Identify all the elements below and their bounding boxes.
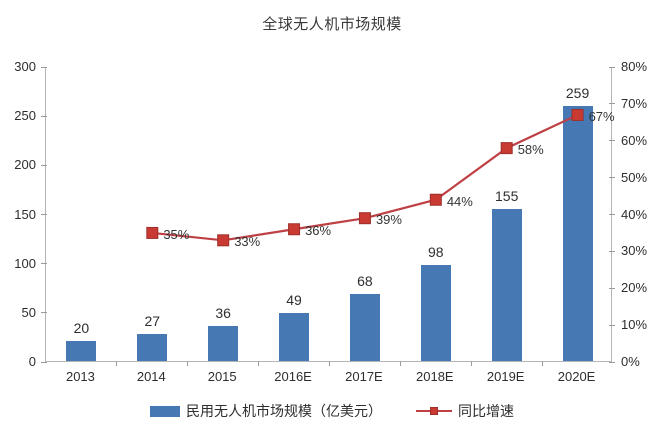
y-axis-right-tick-label: 70% [621, 95, 648, 111]
plot-area: 20 27 36 49 68 98 155 259 35% 33% 36% 39% 44% 58% 67% [41, 66, 615, 366]
y-axis-left-tick-label: 200 [14, 157, 36, 173]
y-axis-left-tick-label: 100 [14, 255, 36, 271]
bar [349, 294, 380, 361]
x-axis-tick-label: 2018E [416, 369, 454, 384]
y-axis-left-tick-label: 0 [28, 354, 36, 369]
y-axis-right-tick [609, 177, 615, 179]
growth-point-marker [500, 142, 513, 155]
legend-item-line: 同比增速 [416, 401, 514, 421]
y-axis-right-tick [609, 66, 615, 68]
legend-line-marker [430, 407, 438, 415]
y-axis-right-tick-label: 0% [621, 354, 640, 369]
legend-bar-swatch [150, 405, 180, 417]
y-axis-right-tick [609, 361, 615, 363]
x-axis-tick [329, 361, 330, 366]
bar [491, 208, 522, 361]
growth-point-marker [288, 223, 301, 236]
y-axis-left-tick [41, 263, 47, 265]
y-axis-right-tick-label: 80% [621, 59, 648, 74]
x-axis-tick [187, 361, 189, 366]
y-axis-right-tick [609, 103, 615, 105]
legend-line-label: 同比增速 [458, 403, 514, 419]
x-axis-tick-label: 2014 [136, 369, 166, 384]
y-axis-right-tick-label: 10% [621, 317, 648, 333]
bar-value-label: 98 [428, 243, 444, 260]
y-axis-left-tick-label: 150 [14, 206, 36, 222]
y-axis-left-tick [41, 66, 47, 68]
y-axis-left-tick [41, 164, 47, 166]
y-axis-left-tick [41, 361, 47, 363]
bar [279, 312, 310, 361]
y-axis-right-tick-label: 50% [621, 169, 648, 185]
legend-line-swatch [416, 405, 452, 417]
y-axis-right-tick-label: 30% [621, 243, 648, 259]
y-axis-right-tick [609, 214, 615, 215]
legend-bar-label: 民用无人机市场规模（亿美元） [186, 403, 382, 419]
x-axis-tick [399, 361, 401, 366]
chart-title: 全球无人机市场规模 [262, 16, 402, 33]
y-axis-right-tick-label: 60% [621, 132, 648, 148]
y-axis-right-tick-label: 40% [621, 206, 648, 222]
bar-value-label: 49 [286, 291, 302, 308]
x-axis-tick-label: 2013 [65, 369, 95, 384]
x-axis-tick-label: 2016E [274, 369, 312, 384]
growth-point-marker [146, 226, 159, 239]
bar [562, 106, 593, 361]
x-axis-tick [470, 361, 472, 366]
growth-point-marker [358, 212, 371, 225]
y-axis-left-tick-label: 50 [21, 304, 36, 320]
y-axis-left-tick [41, 115, 47, 117]
bar [208, 325, 239, 361]
growth-point-marker [217, 234, 230, 247]
y-axis-right-tick [609, 140, 615, 142]
growth-point-marker [429, 193, 442, 206]
bar [420, 264, 451, 361]
x-axis-tick-label: 2019E [486, 369, 525, 384]
x-axis-tick [541, 361, 543, 366]
x-axis-tick [116, 361, 118, 366]
growth-point-label: 39% [375, 212, 402, 228]
y-axis-left-tick-label: 300 [14, 59, 36, 74]
growth-point-label: 58% [517, 142, 544, 158]
bar [137, 334, 168, 361]
y-axis-left-tick [41, 312, 47, 314]
legend: 民用无人机市场规模（亿美元） 同比增速 [0, 401, 664, 421]
growth-point-label: 35% [163, 226, 190, 242]
y-axis-left-tick-label: 250 [14, 108, 36, 124]
growth-point-label: 36% [305, 223, 332, 239]
bar-value-label: 259 [565, 85, 590, 102]
bar-value-label: 155 [495, 187, 519, 204]
bar-value-label: 27 [144, 313, 161, 330]
growth-point-label: 44% [446, 193, 473, 209]
x-axis-tick-label: 2015 [207, 369, 237, 384]
growth-point-label: 33% [234, 234, 261, 250]
bar-value-label: 68 [357, 273, 373, 290]
bar-value-label: 36 [215, 304, 231, 321]
legend-item-bar: 民用无人机市场规模（亿美元） [150, 401, 382, 421]
y-axis-right-tick-label: 20% [621, 280, 648, 296]
x-axis-tick [258, 361, 260, 366]
bar [66, 341, 97, 361]
growth-point-label: 67% [588, 108, 615, 124]
y-axis-right-tick [609, 287, 615, 289]
x-axis-tick-label: 2020E [557, 369, 596, 384]
x-axis-tick-label: 2017E [345, 369, 383, 384]
y-axis-right-tick [609, 324, 615, 326]
y-axis-left-tick [41, 214, 47, 215]
y-axis-right-tick [609, 250, 615, 252]
bar-value-label: 20 [73, 320, 90, 337]
